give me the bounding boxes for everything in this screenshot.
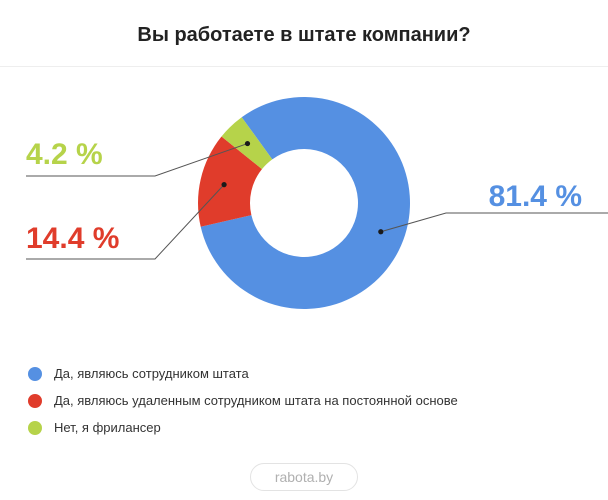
slice-remote: [198, 136, 262, 227]
legend-label-freelancer: Нет, я фрилансер: [54, 420, 161, 435]
legend-item-freelancer: Нет, я фрилансер: [28, 414, 458, 441]
slice-label-4: 4.2 %: [26, 138, 103, 171]
chart-title: Вы работаете в штате компании?: [137, 24, 471, 46]
title-divider: [0, 66, 608, 67]
leader-dot-remote: [221, 182, 227, 188]
legend: Да, являюсь сотрудником штата Да, являюс…: [28, 360, 458, 441]
legend-item-remote: Да, являюсь удаленным сотрудником штата …: [28, 387, 458, 414]
leader-line-freelancer: [26, 143, 248, 177]
slice-label-14: 14.4 %: [26, 222, 119, 255]
legend-dot-green: [28, 420, 42, 435]
leader-dot-staff: [378, 229, 384, 235]
legend-label-remote: Да, являюсь удаленным сотрудником штата …: [54, 393, 458, 408]
slice-label-81: 81.4 %: [489, 180, 582, 213]
leader-dot-freelancer: [244, 140, 251, 147]
leader-line-staff: [380, 212, 608, 233]
legend-dot-red: [28, 393, 42, 408]
leader-line-remote: [26, 184, 225, 260]
slice-staff: [200, 97, 410, 310]
legend-dot-blue: [28, 366, 42, 381]
source-badge: rabota.by: [250, 463, 358, 491]
legend-item-staff: Да, являюсь сотрудником штата: [28, 360, 458, 387]
donut-chart: 81.4 % 14.4 % 4.2 %: [26, 97, 608, 310]
legend-label-staff: Да, являюсь сотрудником штата: [54, 366, 249, 381]
